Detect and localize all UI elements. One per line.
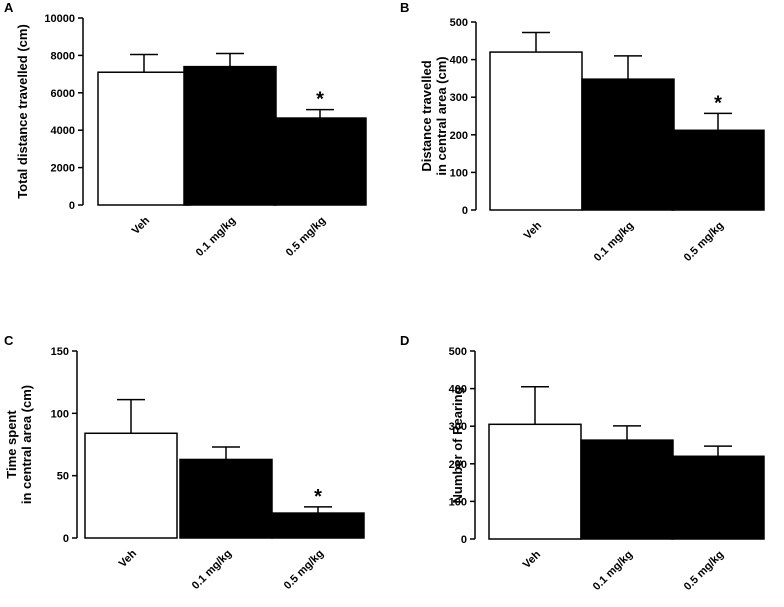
y-axis-label: in central area (cm) xyxy=(19,385,34,504)
y-tick-label: 300 xyxy=(449,421,467,433)
bar xyxy=(581,78,675,211)
panel-b: B 0 100 200 300 400 500 Distance travelled in ce… xyxy=(400,0,765,264)
panel-letter: D xyxy=(400,333,409,348)
category-label: Veh xyxy=(521,548,544,571)
panel-letter: B xyxy=(400,0,409,15)
y-tick-label: 500 xyxy=(449,346,467,358)
bar xyxy=(273,117,367,206)
bar xyxy=(84,432,178,539)
bar xyxy=(671,455,765,540)
y-tick-label: 100 xyxy=(51,408,69,420)
y-tick-label: 200 xyxy=(449,459,467,471)
y-axis-label: Number of Rearing xyxy=(450,386,465,503)
y-tick-label: 300 xyxy=(450,92,468,104)
y-axis-label: Distance travelled xyxy=(419,60,434,171)
significance-marker: * xyxy=(314,486,322,508)
bar xyxy=(488,423,582,540)
y-tick-label: 100 xyxy=(450,167,468,179)
panel-c: C 0 50 100 150 Time spent in central area (cm)… xyxy=(4,333,365,592)
panel-letter: A xyxy=(4,0,14,15)
y-tick-label: 0 xyxy=(63,533,69,545)
y-tick-label: 0 xyxy=(69,200,75,212)
bar xyxy=(580,439,674,540)
y-tick-label: 2000 xyxy=(51,163,75,175)
y-tick-label: 8000 xyxy=(51,50,75,62)
category-label: Veh xyxy=(522,219,545,242)
category-label: 0.1 mg/kg xyxy=(194,215,238,259)
category-label: 0.5 mg/kg xyxy=(682,220,726,264)
y-tick-label: 4000 xyxy=(51,125,75,137)
category-label: 0.5 mg/kg xyxy=(682,549,726,593)
y-tick-label: 10000 xyxy=(44,13,75,25)
significance-marker: * xyxy=(714,92,722,114)
y-tick-label: 0 xyxy=(461,534,467,546)
panel-a: A 0 2000 4000 6000 8000 10000 Total distance tr… xyxy=(4,0,367,259)
y-tick-label: 200 xyxy=(450,130,468,142)
y-tick-label: 6000 xyxy=(51,88,75,100)
category-label: 0.5 mg/kg xyxy=(282,548,326,592)
bar xyxy=(271,512,365,539)
category-label: Veh xyxy=(130,214,153,237)
category-label: 0.5 mg/kg xyxy=(284,215,328,259)
bar xyxy=(97,71,191,206)
y-tick-label: 0 xyxy=(462,205,468,217)
y-tick-label: 500 xyxy=(450,17,468,29)
category-label: Veh xyxy=(117,547,140,570)
y-axis-label: in central area (cm) xyxy=(434,56,449,175)
bar xyxy=(671,129,765,211)
bar xyxy=(489,51,583,211)
significance-marker: * xyxy=(316,89,324,111)
y-tick-label: 400 xyxy=(449,384,467,396)
y-tick-label: 150 xyxy=(51,346,69,358)
y-tick-label: 100 xyxy=(449,496,467,508)
panel-d: D 0 100 200 300 400 500 Number of Rearing Veh 0.1… xyxy=(400,333,765,593)
y-tick-label: 400 xyxy=(450,55,468,67)
bar xyxy=(183,65,277,206)
y-axis-label: Time spent xyxy=(4,410,19,479)
y-axis-label: Total distance travelled (cm) xyxy=(15,24,30,199)
category-label: 0.1 mg/kg xyxy=(190,548,234,592)
panel-letter: C xyxy=(4,333,14,348)
category-label: 0.1 mg/kg xyxy=(592,220,636,264)
category-label: 0.1 mg/kg xyxy=(591,549,635,593)
bar xyxy=(179,458,273,539)
y-tick-label: 50 xyxy=(57,471,69,483)
